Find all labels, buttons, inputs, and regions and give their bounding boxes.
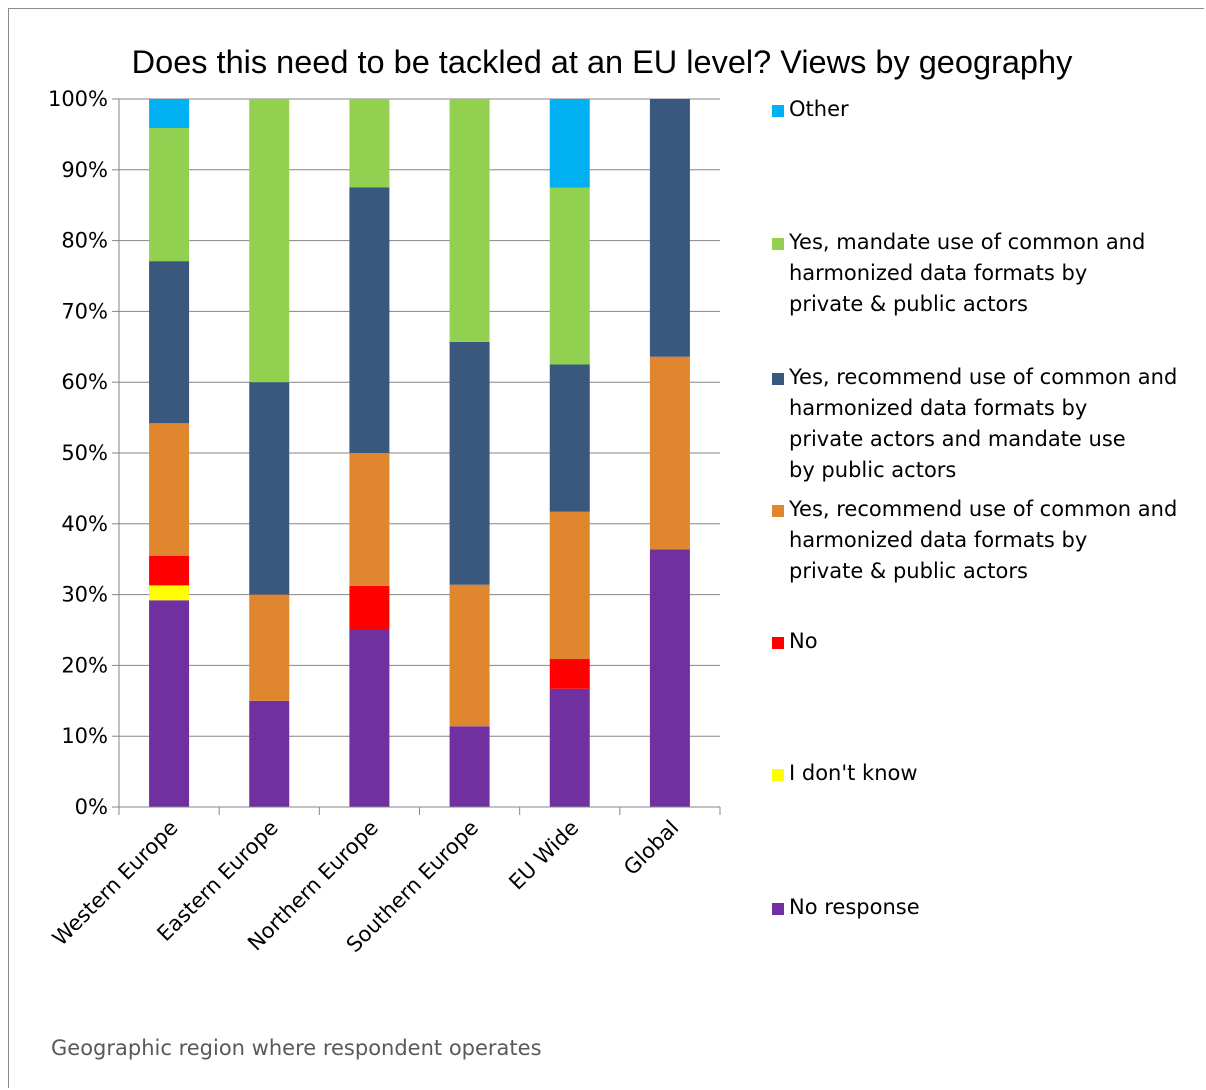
chart-svg: Does this need to be tackled at an EU le… bbox=[48, 44, 1177, 1060]
bar-segment bbox=[349, 453, 390, 586]
y-tick-label: 30% bbox=[61, 583, 108, 607]
legend-item: No response bbox=[772, 895, 920, 919]
grid-lines bbox=[112, 98, 720, 808]
bar-segment bbox=[349, 585, 390, 630]
legend-label: No response bbox=[789, 895, 920, 919]
bar-segment bbox=[549, 364, 590, 512]
legend-label: Yes, recommend use of common and harmoniz… bbox=[788, 365, 1177, 482]
legend-swatch bbox=[772, 637, 784, 649]
bar-segment bbox=[649, 99, 690, 357]
legend-label: Yes, mandate use of common and harmonized… bbox=[788, 230, 1145, 316]
bar-segment bbox=[149, 261, 190, 424]
bar-segment bbox=[549, 659, 590, 689]
bar-segment bbox=[349, 99, 390, 188]
bar-segment bbox=[449, 341, 490, 585]
bar-segment bbox=[549, 688, 590, 807]
bar-segment bbox=[449, 726, 490, 807]
bar-segment bbox=[649, 549, 690, 807]
legend-item: Yes, recommend use of common and harmoniz… bbox=[772, 497, 1177, 583]
bars bbox=[149, 99, 690, 807]
x-tick-label: EU Wide bbox=[504, 816, 583, 895]
legend-label: No bbox=[789, 629, 818, 653]
bar-segment bbox=[449, 584, 490, 727]
x-tick-label: Global bbox=[619, 816, 683, 880]
y-tick-labels: 0% 10% 20% 30% 40% 50% 60% 70% 80% 90% 100% bbox=[48, 87, 108, 819]
chart-title: Does this need to be tackled at an EU le… bbox=[132, 44, 1073, 80]
legend-swatch bbox=[772, 903, 784, 915]
y-tick-label: 0% bbox=[75, 795, 108, 819]
y-tick-label: 100% bbox=[48, 87, 108, 111]
bar-segment bbox=[549, 511, 590, 660]
bar-segment bbox=[249, 594, 290, 701]
legend-item: Yes, mandate use of common and harmonized… bbox=[772, 230, 1145, 316]
bar-segment bbox=[149, 423, 190, 556]
bar-segment bbox=[249, 700, 290, 807]
legend-item: I don't know bbox=[772, 761, 918, 785]
bar-segment bbox=[349, 630, 390, 807]
bar-segment bbox=[149, 600, 190, 807]
y-tick-label: 40% bbox=[61, 512, 108, 536]
legend-item: No bbox=[772, 629, 818, 653]
y-tick-label: 90% bbox=[61, 158, 108, 182]
bar-segment bbox=[549, 187, 590, 365]
chart-frame: Does this need to be tackled at an EU le… bbox=[8, 8, 1204, 1088]
x-axis-label: Geographic region where respondent opera… bbox=[51, 1036, 542, 1060]
bar-segment bbox=[249, 99, 290, 383]
bar-segment bbox=[149, 128, 190, 262]
legend-swatch bbox=[772, 105, 784, 117]
bar-segment bbox=[149, 555, 190, 586]
legend-label: I don't know bbox=[789, 761, 918, 785]
y-tick-label: 70% bbox=[61, 299, 108, 323]
legend-item: Yes, recommend use of common and harmoniz… bbox=[772, 365, 1177, 482]
y-tick-label: 20% bbox=[61, 653, 108, 677]
legend-label: Other bbox=[789, 97, 849, 121]
legend-swatch bbox=[772, 769, 784, 781]
y-tick-label: 80% bbox=[61, 229, 108, 253]
bar-segment bbox=[649, 356, 690, 550]
bar-segment bbox=[349, 187, 390, 453]
bar-segment bbox=[149, 99, 190, 129]
legend-swatch bbox=[772, 373, 784, 385]
legend-swatch bbox=[772, 238, 784, 250]
y-tick-label: 60% bbox=[61, 370, 108, 394]
axes bbox=[118, 99, 721, 815]
bar-segment bbox=[149, 585, 190, 601]
bar-segment bbox=[249, 382, 290, 595]
legend: Other Yes, mandate use of common and harmo… bbox=[772, 97, 1177, 919]
bar-segment bbox=[449, 99, 490, 342]
y-tick-label: 10% bbox=[61, 724, 108, 748]
bar-segment bbox=[549, 99, 590, 188]
legend-item: Other bbox=[772, 97, 849, 121]
legend-label: Yes, recommend use of common and harmoniz… bbox=[788, 497, 1177, 583]
y-tick-label: 50% bbox=[61, 441, 108, 465]
legend-swatch bbox=[772, 505, 784, 517]
